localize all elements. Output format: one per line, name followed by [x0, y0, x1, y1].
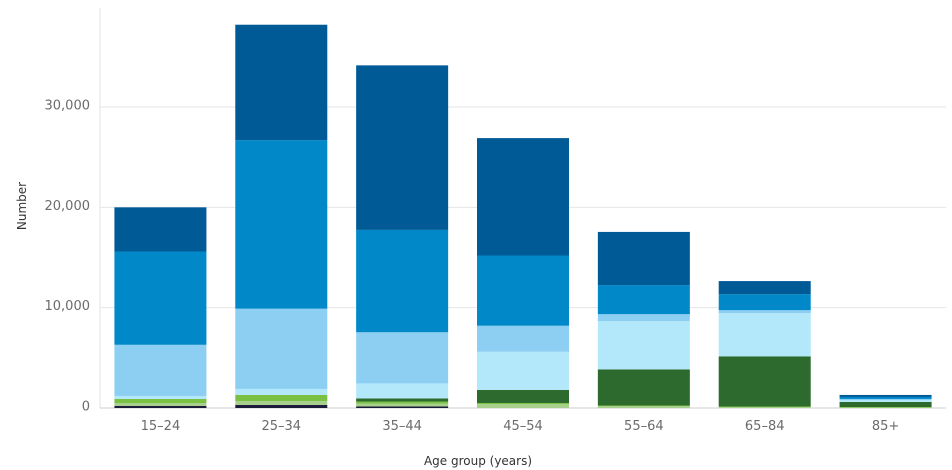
bar-segment — [839, 407, 932, 408]
bar-segment — [597, 314, 690, 322]
bar-segment — [839, 401, 932, 407]
bar-segment — [718, 356, 811, 407]
bar-segment — [356, 229, 449, 333]
bar-segment — [597, 405, 690, 406]
bar-segment — [235, 394, 328, 401]
x-tick-label: 85+ — [872, 419, 899, 434]
x-tick-label: 45–54 — [503, 419, 543, 434]
bar-segment — [114, 395, 207, 399]
bar-segment — [356, 332, 449, 384]
bar-segment — [235, 308, 328, 389]
bar-segment — [356, 403, 449, 407]
bar-segment — [718, 294, 811, 311]
bar-segment — [597, 369, 690, 406]
bar-segment — [477, 325, 569, 352]
bar-segment — [597, 231, 690, 286]
bar-segment — [477, 138, 569, 256]
bars — [114, 24, 932, 408]
bar-segment — [477, 255, 569, 326]
bar-segment — [477, 351, 569, 390]
bar-segment — [235, 404, 328, 408]
bar-segment — [235, 388, 328, 395]
x-tick-label: 65–84 — [745, 419, 785, 434]
x-axis-title: Age group (years) — [424, 454, 532, 468]
bar-segment — [356, 398, 449, 402]
bar-segment — [597, 285, 690, 315]
bar-segment — [839, 394, 932, 397]
bar-segment — [235, 24, 328, 141]
bar-segment — [114, 251, 207, 345]
bar-segment — [839, 399, 932, 402]
bar-segment — [114, 402, 207, 406]
bar-segment — [597, 321, 690, 370]
x-tick-label: 25–34 — [261, 419, 301, 434]
bar-segment — [477, 402, 569, 404]
bar-segment — [235, 400, 328, 405]
bar-segment — [356, 65, 449, 230]
y-tick-label: 20,000 — [45, 199, 91, 214]
x-tick-labels: 15–24 25–34 35–44 45–54 55–64 65–84 85+ — [141, 419, 900, 434]
bar-segment — [597, 405, 690, 408]
bar-segment — [477, 389, 569, 403]
bar-segment — [718, 406, 811, 408]
bar-segment — [114, 398, 207, 403]
y-axis-title: Number — [15, 182, 29, 230]
bar-segment — [235, 140, 328, 309]
bar-segment — [718, 406, 811, 407]
y-tick-labels: 0 10,000 20,000 30,000 — [45, 99, 91, 415]
bar-segment — [839, 396, 932, 399]
bar-segment — [114, 405, 207, 408]
y-tick-label: 0 — [82, 400, 90, 415]
bar-segment — [718, 310, 811, 314]
bar-segment — [114, 207, 207, 252]
x-tick-label: 15–24 — [141, 419, 181, 434]
y-tick-label: 30,000 — [45, 99, 91, 114]
bar-segment — [477, 403, 569, 408]
x-tick-label: 55–64 — [624, 419, 664, 434]
bar-segment — [356, 406, 449, 408]
x-tick-label: 35–44 — [382, 419, 422, 434]
bar-segment — [839, 398, 932, 400]
bar-segment — [718, 313, 811, 357]
bar-segment — [356, 401, 449, 404]
y-tick-label: 10,000 — [45, 299, 91, 314]
bar-segment — [718, 281, 811, 295]
bar-segment — [839, 406, 932, 408]
bar-segment — [114, 344, 207, 396]
bar-segment — [356, 383, 449, 399]
